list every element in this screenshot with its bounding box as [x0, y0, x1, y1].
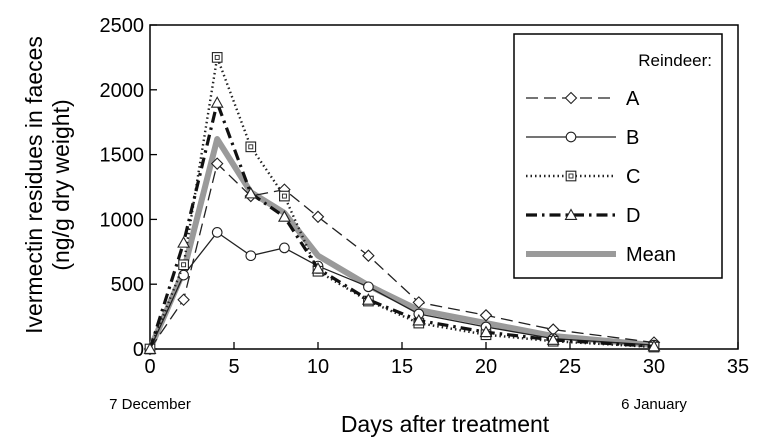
marker-inner	[248, 144, 254, 150]
data-point	[211, 227, 223, 238]
x-tick-label: 30	[643, 356, 665, 378]
date-label: 6 January	[621, 396, 687, 413]
y-tick-label: 1000	[100, 209, 145, 231]
marker-outer	[211, 52, 223, 63]
legend-marker-a	[564, 91, 578, 105]
plot-border	[149, 24, 739, 350]
data-point	[245, 250, 257, 262]
data-point	[311, 262, 325, 274]
data-point	[177, 236, 191, 248]
y-tick-label: 2500	[100, 15, 145, 37]
x-tick-label: 10	[307, 356, 329, 378]
data-point	[479, 325, 493, 338]
series-line-c	[148, 56, 655, 350]
data-point	[245, 141, 257, 153]
x-tick-label: 15	[391, 356, 413, 378]
legend-marker-c	[565, 170, 577, 182]
data-point	[412, 313, 426, 326]
x-tick-label: 0	[144, 356, 155, 378]
data-point	[412, 296, 426, 309]
y-tick-label: 2000	[100, 80, 145, 102]
marker-outer	[178, 259, 189, 271]
y-axis-title-line2: (ng/g dry weight)	[48, 99, 74, 270]
data-point	[362, 249, 375, 262]
marker-outer	[245, 141, 257, 153]
data-point	[210, 157, 224, 170]
y-axis-title-line1: Ivermectin residues in faeces	[21, 36, 47, 334]
legend-label-a: A	[626, 88, 640, 110]
marker-outer	[565, 170, 577, 182]
data-point	[210, 96, 224, 108]
x-tick-label: 20	[475, 356, 497, 378]
y-tick-label: 0	[133, 339, 144, 361]
series-d	[143, 96, 661, 354]
data-point	[279, 190, 290, 202]
legend-label-d: D	[626, 205, 640, 227]
y-axis: 0 500 1000 1500 2000 2500	[100, 15, 157, 361]
legend-title: Reindeer:	[638, 51, 712, 70]
x-tick-label: 25	[559, 356, 581, 378]
data-point	[546, 333, 560, 345]
series-layer	[143, 52, 661, 356]
series-line-mean	[147, 136, 655, 351]
data-point	[177, 293, 190, 307]
marker-inner	[214, 54, 220, 60]
plot-area	[149, 24, 739, 350]
data-point	[277, 210, 291, 222]
legend-label-c: C	[626, 166, 640, 188]
series-mean	[147, 136, 655, 351]
y-tick-label: 1500	[100, 145, 145, 167]
marker-inner	[568, 173, 574, 179]
series-line-a	[149, 163, 655, 350]
legend-marker-b	[565, 131, 577, 143]
x-axis: 0 5 10 15 20 25 30 35 7 December 6 January	[109, 342, 749, 413]
data-point	[143, 342, 157, 354]
marker-outer	[279, 190, 290, 202]
data-point	[178, 269, 189, 281]
x-tick-label: 5	[228, 356, 239, 378]
data-point	[178, 259, 189, 271]
data-point	[363, 281, 374, 293]
data-point	[647, 339, 661, 352]
data-point	[361, 293, 375, 305]
marker-inner	[181, 262, 187, 268]
data-point	[211, 52, 223, 63]
data-point	[279, 242, 290, 254]
data-point	[244, 186, 258, 199]
data-point	[479, 309, 493, 322]
marker-inner	[281, 193, 287, 199]
date-label: 7 December	[109, 396, 191, 413]
legend-box	[513, 33, 723, 279]
y-tick-label: 500	[111, 274, 144, 296]
data-point	[311, 210, 325, 224]
x-tick-label: 35	[727, 356, 749, 378]
legend-label-mean: Mean	[626, 244, 676, 266]
legend-marker-d	[564, 208, 578, 220]
legend-label-b: B	[626, 127, 639, 149]
x-axis-title: Days after treatment	[341, 411, 550, 437]
